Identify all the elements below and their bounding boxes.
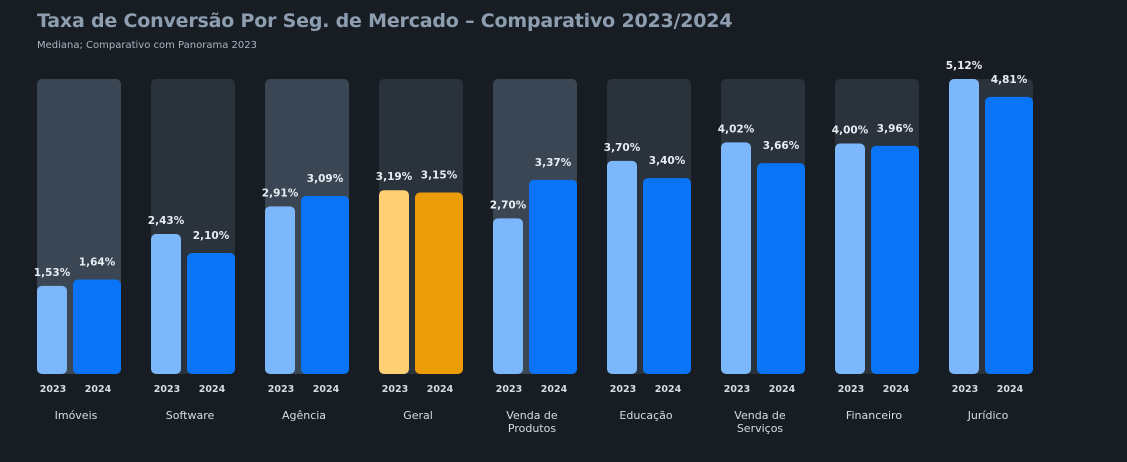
- bar-2023-venda-de-produtos: [493, 218, 523, 374]
- category-label-venda-de-servicos-line2: Serviços: [737, 422, 784, 435]
- category-label-venda-de-produtos-line1: Venda de: [506, 409, 558, 422]
- chart-title: Taxa de Conversão Por Seg. de Mercado – …: [37, 10, 733, 32]
- value-label-2023-financeiro: 4,00%: [832, 125, 869, 137]
- bar-2024-venda-de-produtos: [529, 179, 577, 374]
- value-label-2023-educacao: 3,70%: [604, 142, 641, 154]
- value-label-2023-imoveis: 1,53%: [34, 267, 71, 279]
- bar-2023-educacao: [607, 160, 637, 374]
- bar-2024-imoveis: [73, 279, 121, 374]
- value-label-2024-software: 2,10%: [193, 230, 230, 242]
- year-label-2024-agencia: 2024: [313, 384, 340, 395]
- bar-2023-geral: [379, 190, 409, 374]
- year-label-2023-imoveis: 2023: [40, 384, 66, 395]
- year-label-2024-juridico: 2024: [997, 384, 1024, 395]
- value-label-2023-geral: 3,19%: [376, 171, 413, 183]
- value-label-2023-agencia: 2,91%: [262, 187, 299, 199]
- bar-2023-agencia: [265, 206, 295, 374]
- value-label-2024-educacao: 3,40%: [649, 155, 686, 167]
- category-label-geral: Geral: [403, 409, 433, 422]
- value-label-2024-venda-de-produtos: 3,37%: [535, 157, 572, 169]
- value-label-2024-juridico: 4,81%: [991, 74, 1028, 86]
- value-label-2024-venda-de-servicos: 3,66%: [763, 140, 800, 152]
- bar-2023-imoveis: [37, 285, 67, 374]
- category-label-venda-de-servicos-line1: Venda de: [734, 409, 786, 422]
- bar-2024-venda-de-servicos: [757, 163, 805, 374]
- bar-2024-educacao: [643, 178, 691, 374]
- bar-2023-financeiro: [835, 143, 865, 374]
- value-label-2023-software: 2,43%: [148, 215, 185, 227]
- category-label-software: Software: [166, 409, 215, 422]
- category-label-financeiro: Financeiro: [846, 409, 902, 422]
- year-label-2024-financeiro: 2024: [883, 384, 910, 395]
- year-label-2023-juridico: 2023: [952, 384, 978, 395]
- category-label-venda-de-produtos-line2: Produtos: [508, 422, 556, 435]
- year-label-2024-educacao: 2024: [655, 384, 682, 395]
- category-label-juridico: Jurídico: [967, 409, 1009, 422]
- bar-2023-juridico: [949, 79, 979, 374]
- value-label-2023-venda-de-servicos: 4,02%: [718, 123, 755, 135]
- bar-2023-software: [151, 233, 181, 374]
- year-label-2023-venda-de-produtos: 2023: [496, 384, 522, 395]
- year-label-2023-agencia: 2023: [268, 384, 294, 395]
- year-label-2023-educacao: 2023: [610, 384, 636, 395]
- category-label-educacao: Educação: [619, 409, 672, 422]
- bar-2023-venda-de-servicos: [721, 142, 751, 374]
- year-label-2023-geral: 2023: [382, 384, 408, 395]
- year-label-2023-software: 2023: [154, 384, 180, 395]
- value-label-2024-agencia: 3,09%: [307, 173, 344, 185]
- year-label-2024-venda-de-produtos: 2024: [541, 384, 568, 395]
- year-label-2024-venda-de-servicos: 2024: [769, 384, 796, 395]
- value-label-2023-venda-de-produtos: 2,70%: [490, 199, 527, 211]
- year-label-2023-financeiro: 2023: [838, 384, 864, 395]
- bar-2024-agencia: [301, 195, 349, 374]
- year-label-2024-geral: 2024: [427, 384, 454, 395]
- value-label-2024-imoveis: 1,64%: [79, 257, 116, 269]
- chart-subtitle: Mediana; Comparativo com Panorama 2023: [37, 40, 257, 51]
- year-label-2024-software: 2024: [199, 384, 226, 395]
- category-label-imoveis: Imóveis: [55, 409, 98, 422]
- year-label-2023-venda-de-servicos: 2023: [724, 384, 750, 395]
- year-label-2024-imoveis: 2024: [85, 384, 112, 395]
- value-label-2024-geral: 3,15%: [421, 170, 458, 182]
- bar-2024-financeiro: [871, 145, 919, 374]
- bar-2024-software: [187, 253, 235, 374]
- bar-2024-juridico: [985, 96, 1033, 374]
- value-label-2023-juridico: 5,12%: [946, 60, 983, 72]
- value-label-2024-financeiro: 3,96%: [877, 123, 914, 135]
- category-label-agencia: Agência: [282, 409, 326, 422]
- bar-2024-geral: [415, 192, 463, 374]
